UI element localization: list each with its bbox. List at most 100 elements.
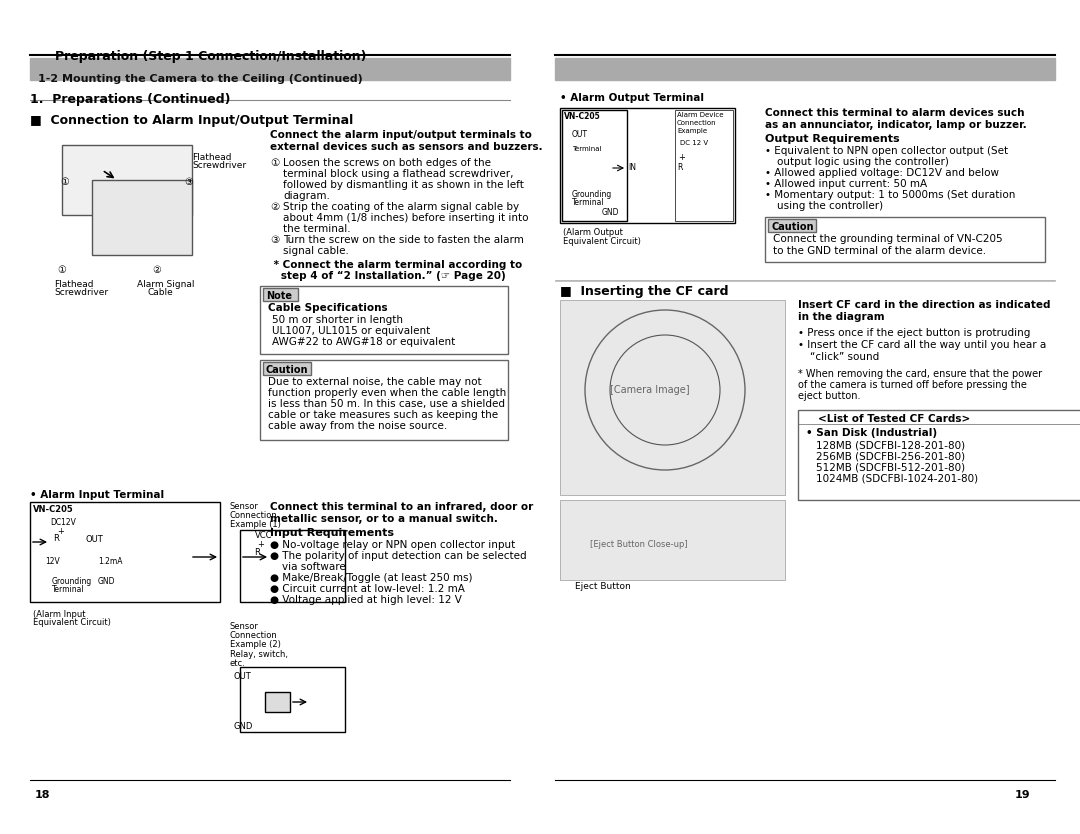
Text: Grounding: Grounding bbox=[52, 577, 92, 586]
Text: Grounding: Grounding bbox=[572, 190, 612, 199]
Bar bbox=[30, 58, 510, 80]
Text: Example (2): Example (2) bbox=[230, 640, 281, 649]
Text: VN-C205: VN-C205 bbox=[564, 112, 600, 121]
Text: ● The polarity of input detection can be selected: ● The polarity of input detection can be… bbox=[270, 551, 527, 561]
Text: 128MB (SDCFBI-128-201-80): 128MB (SDCFBI-128-201-80) bbox=[816, 440, 966, 450]
Text: Connect the grounding terminal of VN-C205: Connect the grounding terminal of VN-C20… bbox=[773, 234, 1002, 244]
Text: ①: ① bbox=[57, 265, 66, 275]
Text: 1.2mA: 1.2mA bbox=[98, 557, 122, 566]
Text: Output Requirements: Output Requirements bbox=[765, 134, 900, 144]
Text: Equivalent Circuit): Equivalent Circuit) bbox=[33, 618, 111, 627]
Text: ● Circuit current at low-level: 1.2 mA: ● Circuit current at low-level: 1.2 mA bbox=[270, 584, 464, 594]
Text: eject button.: eject button. bbox=[798, 391, 861, 401]
Bar bbox=[561, 108, 735, 223]
Text: 1.  Preparations (Continued): 1. Preparations (Continued) bbox=[30, 93, 230, 106]
Text: cable or take measures such as keeping the: cable or take measures such as keeping t… bbox=[268, 410, 498, 420]
Text: Connect this terminal to alarm devices such: Connect this terminal to alarm devices s… bbox=[765, 108, 1025, 118]
Text: Terminal: Terminal bbox=[572, 146, 602, 152]
Bar bbox=[264, 288, 298, 301]
Text: Turn the screw on the side to fasten the alarm: Turn the screw on the side to fasten the… bbox=[283, 235, 524, 245]
Text: R: R bbox=[677, 163, 683, 172]
Text: 256MB (SDCFBI-256-201-80): 256MB (SDCFBI-256-201-80) bbox=[816, 451, 966, 461]
Text: 1024MB (SDCFBI-1024-201-80): 1024MB (SDCFBI-1024-201-80) bbox=[816, 473, 978, 483]
Text: OUT: OUT bbox=[572, 130, 588, 139]
Text: Cable: Cable bbox=[147, 288, 173, 297]
Text: of the camera is turned off before pressing the: of the camera is turned off before press… bbox=[798, 380, 1027, 390]
Text: GND: GND bbox=[233, 722, 253, 731]
Text: Connection: Connection bbox=[230, 511, 278, 520]
Text: Flathead: Flathead bbox=[192, 153, 231, 162]
Text: ● Voltage applied at high level: 12 V: ● Voltage applied at high level: 12 V bbox=[270, 595, 462, 605]
Text: Flathead: Flathead bbox=[54, 280, 94, 289]
Text: Caution: Caution bbox=[771, 222, 813, 232]
Bar bbox=[260, 360, 508, 440]
Text: “click” sound: “click” sound bbox=[810, 352, 879, 362]
Text: (Alarm Output: (Alarm Output bbox=[563, 228, 623, 237]
Bar bbox=[561, 300, 785, 495]
Bar bbox=[768, 219, 816, 232]
Text: GND: GND bbox=[98, 577, 116, 586]
Text: ③: ③ bbox=[270, 235, 280, 245]
Text: output logic using the controller): output logic using the controller) bbox=[777, 157, 949, 167]
Text: 12V: 12V bbox=[45, 557, 59, 566]
Text: • Equivalent to NPN open collector output (Set: • Equivalent to NPN open collector outpu… bbox=[765, 146, 1008, 156]
Text: 1-2 Mounting the Camera to the Ceiling (Continued): 1-2 Mounting the Camera to the Ceiling (… bbox=[38, 74, 363, 84]
Text: * Connect the alarm terminal according to: * Connect the alarm terminal according t… bbox=[270, 260, 523, 270]
Bar bbox=[260, 286, 508, 354]
Bar bbox=[30, 502, 220, 602]
Text: cable away from the noise source.: cable away from the noise source. bbox=[268, 421, 447, 431]
Text: (Alarm Input: (Alarm Input bbox=[33, 610, 85, 619]
Bar bbox=[264, 362, 311, 375]
Text: Example: Example bbox=[677, 128, 707, 134]
Text: about 4mm (1/8 inches) before inserting it into: about 4mm (1/8 inches) before inserting … bbox=[283, 213, 528, 223]
Bar bbox=[765, 217, 1045, 262]
Text: Strip the coating of the alarm signal cable by: Strip the coating of the alarm signal ca… bbox=[283, 202, 519, 212]
Text: VN-C205: VN-C205 bbox=[33, 505, 73, 514]
Text: • Allowed applied voltage: DC12V and below: • Allowed applied voltage: DC12V and bel… bbox=[765, 168, 999, 178]
Text: Sensor: Sensor bbox=[230, 622, 259, 631]
Text: ③: ③ bbox=[184, 177, 192, 187]
Text: diagram.: diagram. bbox=[283, 191, 329, 201]
Text: <List of Tested CF Cards>: <List of Tested CF Cards> bbox=[818, 414, 970, 424]
Text: [Camera Image]: [Camera Image] bbox=[610, 385, 690, 395]
Text: ②: ② bbox=[270, 202, 280, 212]
Text: AWG#22 to AWG#18 or equivalent: AWG#22 to AWG#18 or equivalent bbox=[272, 337, 456, 347]
Text: +: + bbox=[57, 527, 64, 536]
Bar bbox=[240, 667, 345, 732]
Text: 50 m or shorter in length: 50 m or shorter in length bbox=[272, 315, 403, 325]
Text: Due to external noise, the cable may not: Due to external noise, the cable may not bbox=[268, 377, 482, 387]
Text: Connect this terminal to an infrared, door or: Connect this terminal to an infrared, do… bbox=[270, 502, 534, 512]
Text: Screwdriver: Screwdriver bbox=[54, 288, 108, 297]
Text: in the diagram: in the diagram bbox=[798, 312, 885, 322]
Text: the terminal.: the terminal. bbox=[283, 224, 351, 234]
Text: etc.: etc. bbox=[230, 659, 246, 668]
Text: ②: ② bbox=[152, 265, 161, 275]
Bar bbox=[265, 692, 291, 712]
Text: Connect the alarm input/output terminals to: Connect the alarm input/output terminals… bbox=[270, 130, 531, 140]
Text: Preparation (Step 1 Connection/Installation): Preparation (Step 1 Connection/Installat… bbox=[55, 50, 366, 63]
Bar bbox=[62, 145, 192, 215]
Text: ①: ① bbox=[270, 158, 280, 168]
Text: ■  Connection to Alarm Input/Output Terminal: ■ Connection to Alarm Input/Output Termi… bbox=[30, 114, 353, 127]
Text: • Press once if the eject button is protruding: • Press once if the eject button is prot… bbox=[798, 328, 1030, 338]
Text: Connection: Connection bbox=[230, 631, 278, 640]
Text: function properly even when the cable length: function properly even when the cable le… bbox=[268, 388, 507, 398]
Text: • Momentary output: 1 to 5000ms (Set duration: • Momentary output: 1 to 5000ms (Set dur… bbox=[765, 190, 1015, 200]
Text: external devices such as sensors and buzzers.: external devices such as sensors and buz… bbox=[270, 142, 542, 152]
Text: as an annunciator, indicator, lamp or buzzer.: as an annunciator, indicator, lamp or bu… bbox=[765, 120, 1027, 130]
Bar bbox=[798, 410, 1080, 500]
Text: DC12V: DC12V bbox=[50, 518, 76, 527]
Text: +: + bbox=[678, 153, 685, 162]
Text: is less than 50 m. In this case, use a shielded: is less than 50 m. In this case, use a s… bbox=[268, 399, 505, 409]
Text: • Insert the CF card all the way until you hear a: • Insert the CF card all the way until y… bbox=[798, 340, 1047, 350]
Text: Alarm Signal: Alarm Signal bbox=[137, 280, 194, 289]
Text: 512MB (SDCFBI-512-201-80): 512MB (SDCFBI-512-201-80) bbox=[816, 462, 966, 472]
Bar bbox=[92, 180, 192, 255]
Text: to the GND terminal of the alarm device.: to the GND terminal of the alarm device. bbox=[773, 246, 986, 256]
Text: ①: ① bbox=[60, 177, 69, 187]
Text: • Alarm Input Terminal: • Alarm Input Terminal bbox=[30, 490, 164, 500]
Text: IN: IN bbox=[627, 163, 636, 172]
Bar bbox=[675, 110, 733, 221]
Text: 19: 19 bbox=[1014, 790, 1030, 800]
Text: metallic sensor, or to a manual switch.: metallic sensor, or to a manual switch. bbox=[270, 514, 498, 524]
